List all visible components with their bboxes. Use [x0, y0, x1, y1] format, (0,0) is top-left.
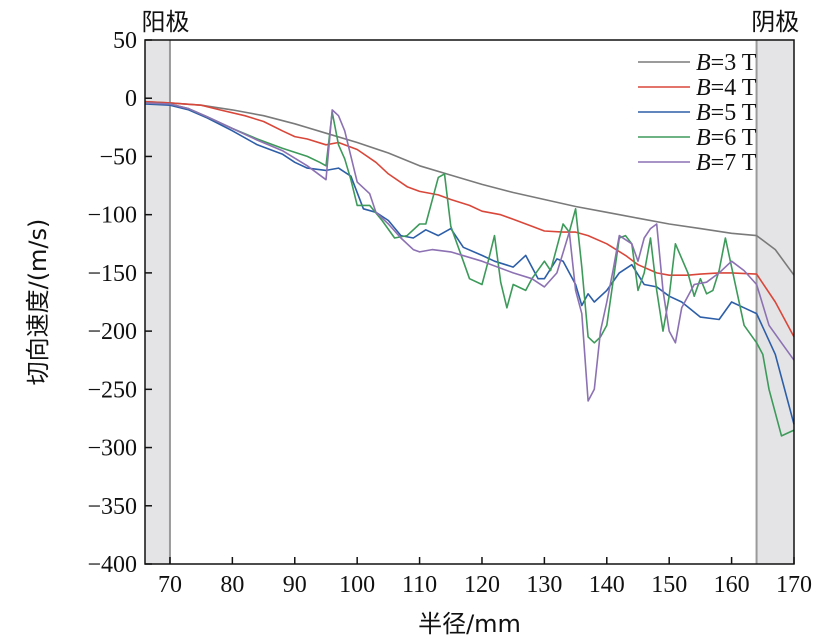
x-tick-label: 100 [339, 572, 375, 598]
y-tick-label: −50 [99, 144, 137, 170]
y-tick-label: 0 [125, 86, 137, 112]
x-tick-label: 70 [158, 572, 182, 598]
series-line-1 [144, 100, 795, 276]
x-tick-label: 120 [464, 572, 500, 598]
plot-frame [144, 39, 795, 565]
series-lines [144, 100, 795, 437]
x-axis-label: 半径/mm [418, 610, 521, 638]
legend-label-5: B=7 T [696, 150, 757, 176]
x-tick-label: 80 [220, 572, 244, 598]
region-label-2: 阴极 [751, 8, 799, 36]
x-tick-label: 140 [589, 572, 625, 598]
y-tick-label: −100 [87, 203, 137, 229]
legend: B=3 TB=4 TB=5 TB=6 TB=7 T [638, 50, 757, 176]
series-line-4 [144, 102, 795, 437]
shaded-region-1 [145, 40, 170, 564]
x-tick-label: 170 [776, 572, 812, 598]
x-tick-label: 130 [526, 572, 562, 598]
legend-label-4: B=6 T [696, 125, 757, 151]
series-line-5 [144, 102, 795, 402]
legend-label-3: B=5 T [696, 100, 757, 126]
y-tick-label: −400 [87, 552, 137, 578]
legend-label-2: B=4 T [696, 75, 757, 101]
y-tick-label: 50 [113, 28, 137, 54]
x-tick-label: 150 [651, 572, 687, 598]
series-line-3 [144, 103, 795, 425]
series-line-2 [144, 100, 795, 338]
y-tick-label: −200 [87, 319, 137, 345]
axes: 70 80 90 100 110 120 130 140 150 160 170 50 0 −50 −100… [87, 28, 812, 598]
y-tick-label: −300 [87, 436, 137, 462]
y-tick-label: −250 [87, 377, 137, 403]
legend-label-1: B=3 T [696, 50, 757, 76]
x-tick-label: 110 [402, 572, 437, 598]
y-tick-label: −350 [87, 494, 137, 520]
region-label-1: 阳极 [141, 8, 189, 36]
x-tick-label: 90 [283, 572, 307, 598]
x-tick-label: 160 [714, 572, 750, 598]
y-tick-label: −150 [87, 261, 137, 287]
y-axis-label: 切向速度/(m/s) [24, 219, 52, 386]
